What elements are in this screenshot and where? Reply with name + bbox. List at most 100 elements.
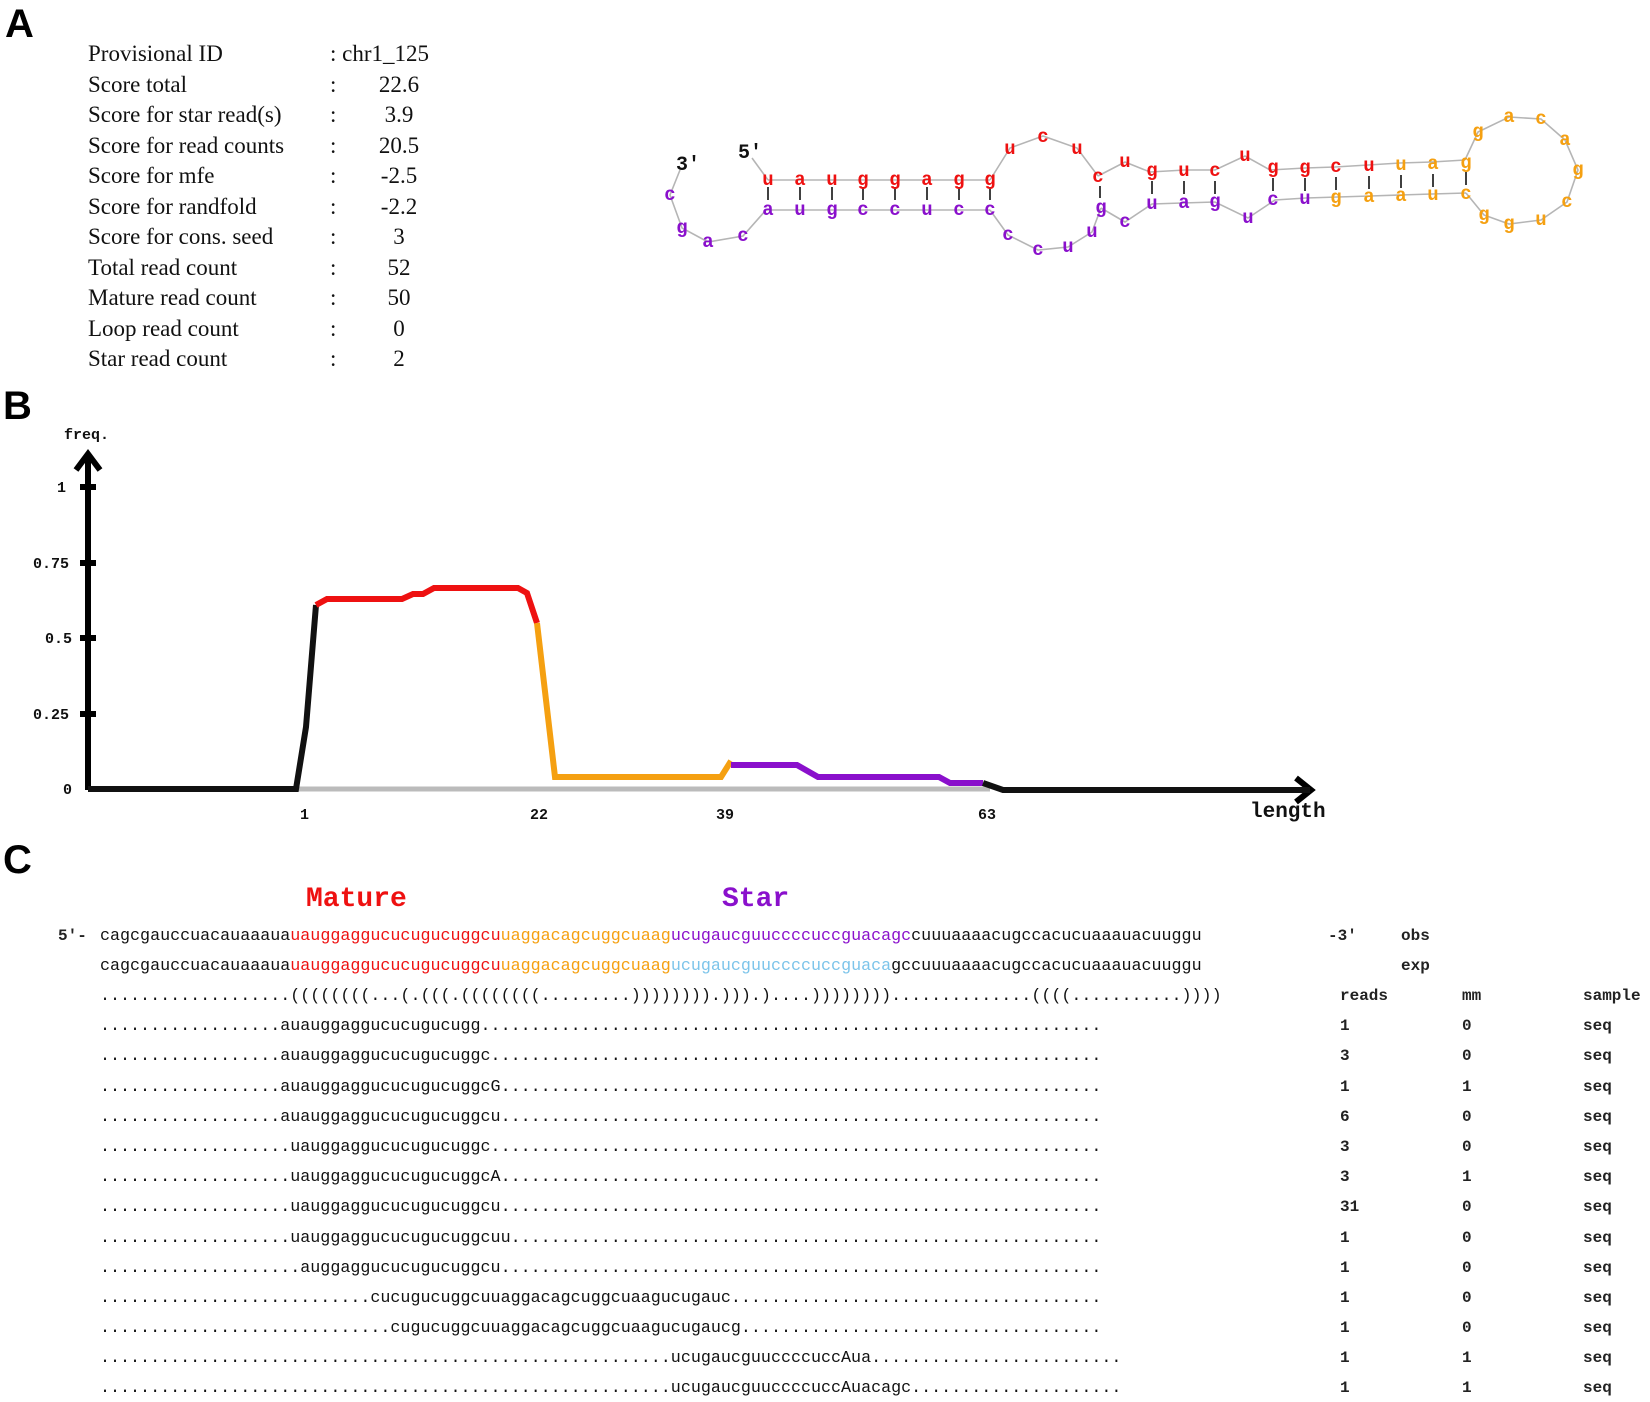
- sample-name: seq: [1583, 1319, 1612, 1337]
- nucleotide: c: [1535, 108, 1546, 130]
- nucleotide: g: [1330, 187, 1341, 209]
- x-tick-label: 39: [716, 807, 735, 824]
- info-value: -2.5: [380, 163, 418, 188]
- info-colon: :: [330, 346, 337, 371]
- nucleotide: u: [1427, 184, 1438, 206]
- nucleotide: c: [1119, 211, 1130, 233]
- nucleotide: u: [1146, 193, 1157, 215]
- read-sequence: ...................uauggaggucucugucuggc.…: [100, 1138, 1102, 1157]
- info-label: Provisional ID: [88, 41, 223, 66]
- read-sequence: .............................cugucuggcuu…: [100, 1319, 1102, 1338]
- x-tick-label: 22: [530, 807, 549, 824]
- star-label: Star: [722, 884, 790, 915]
- label-3-prime: 3': [676, 154, 700, 177]
- read-sequence: ..................auauggaggucucugucuggcG…: [100, 1078, 1102, 1097]
- read-count: 1: [1340, 1349, 1350, 1367]
- nucleotide: g: [889, 169, 900, 191]
- y-tick-label: 0.75: [33, 556, 70, 573]
- exp-flank5: cagcgauccuacauaaaua: [100, 957, 291, 976]
- sample-name: seq: [1583, 1349, 1612, 1367]
- mismatch-count: 0: [1462, 1047, 1472, 1065]
- info-label: Score for randfold: [88, 193, 257, 219]
- info-value: 0: [393, 315, 405, 341]
- nucleotide: g: [1472, 121, 1483, 143]
- mismatch-count: 1: [1462, 1168, 1472, 1186]
- info-colon: :: [330, 193, 337, 219]
- read-count: 6: [1340, 1108, 1350, 1126]
- mismatch-count: 0: [1462, 1259, 1472, 1277]
- nucleotide: u: [1086, 221, 1097, 243]
- y-tick-label: 0: [63, 782, 73, 799]
- series-5p-flank: [88, 604, 319, 792]
- nucleotides-bottom: c g a c a u g c c u c c c c u u g c u a …: [664, 183, 1471, 261]
- read-sequence: ...................uauggaggucucugucuggcu…: [100, 1198, 1102, 1217]
- series-mature: [314, 585, 540, 624]
- sample-name: seq: [1583, 1168, 1612, 1186]
- nucleotide: u: [826, 169, 837, 191]
- sample-name: seq: [1583, 1259, 1612, 1277]
- nucleotide: c: [889, 199, 900, 221]
- nucleotide: c: [984, 199, 995, 221]
- read-count: 3: [1340, 1047, 1350, 1065]
- mismatch-count: 0: [1462, 1198, 1472, 1216]
- series-loop: [534, 622, 734, 780]
- nucleotide: g: [1209, 191, 1220, 213]
- obs-star: ucugaucguuccccuccguacagc: [670, 927, 912, 946]
- exp-flank3: gccuuuaaaacugccacucuaaauacuuggu: [891, 957, 1202, 976]
- nucleotide: a: [1178, 192, 1189, 214]
- sample-name: seq: [1583, 1138, 1612, 1156]
- mismatch-count: 0: [1462, 1289, 1472, 1307]
- mismatch-count: 1: [1462, 1349, 1472, 1367]
- nucleotide: c: [1209, 160, 1220, 182]
- reads-header: reads: [1340, 987, 1389, 1005]
- nucleotide: c: [953, 199, 964, 221]
- nucleotide: c: [1330, 156, 1341, 178]
- info-colon: :: [330, 285, 337, 310]
- nucleotide: a: [794, 169, 805, 191]
- read-count: 1: [1340, 1259, 1350, 1277]
- nucleotide: g: [1572, 159, 1583, 181]
- series-star: [731, 762, 983, 786]
- read-count: 3: [1340, 1138, 1350, 1156]
- exp-mature: uauggaggucucugucuggcu: [290, 957, 501, 976]
- nucleotide: g: [857, 169, 868, 191]
- info-value: 22.6: [378, 71, 420, 97]
- y-ticks: [80, 484, 96, 717]
- nucleotide: a: [702, 231, 713, 253]
- obs-loop: uaggacagcuggcuaag: [500, 927, 671, 946]
- series-3p-flank: [982, 780, 1310, 793]
- sample-name: seq: [1583, 1078, 1612, 1096]
- info-label: Score total: [88, 71, 187, 97]
- nucleotide: u: [1071, 138, 1082, 160]
- exp-sequence: cagcgauccuacauaaauauauggaggucucugucuggcu…: [100, 957, 1202, 976]
- exp-loop: uaggacagcuggcuaag: [500, 957, 671, 976]
- read-count: 3: [1340, 1168, 1350, 1186]
- y-axis-arrow-icon: [73, 449, 103, 472]
- mismatch-count: 1: [1462, 1379, 1472, 1397]
- mm-header: mm: [1462, 987, 1482, 1005]
- y-tick-label: 1: [57, 480, 67, 497]
- read-frequency-chart: [73, 449, 1316, 805]
- nucleotide: c: [1460, 183, 1471, 205]
- nucleotide: u: [1395, 154, 1406, 176]
- hairpin-structure-diagram: 3' 5' u a u g g a g g u c u c u g u c u …: [664, 106, 1583, 261]
- nucleotide: u: [1178, 160, 1189, 182]
- exp-star: ucugaucguuccccuccguaca: [670, 957, 892, 976]
- y-axis-label: freq.: [64, 427, 110, 444]
- sample-name: seq: [1583, 1108, 1612, 1126]
- read-count: 1: [1340, 1078, 1350, 1096]
- nucleotide: u: [1119, 151, 1130, 173]
- label-5-prime: 5': [738, 142, 762, 165]
- mismatch-count: 0: [1462, 1017, 1472, 1035]
- read-count: 1: [1340, 1229, 1350, 1247]
- info-value: 3: [393, 224, 405, 249]
- read-count: 1: [1340, 1379, 1350, 1397]
- nucleotide: a: [1395, 185, 1406, 207]
- nucleotide: g: [1267, 157, 1278, 179]
- x-tick-label: 63: [978, 807, 997, 824]
- nucleotide: u: [762, 169, 773, 191]
- sample-name: seq: [1583, 1379, 1612, 1397]
- fold-structure: ...................((((((((...(.(((.((((…: [100, 987, 1222, 1006]
- info-colon: :: [330, 163, 337, 188]
- info-value: 50: [387, 285, 411, 310]
